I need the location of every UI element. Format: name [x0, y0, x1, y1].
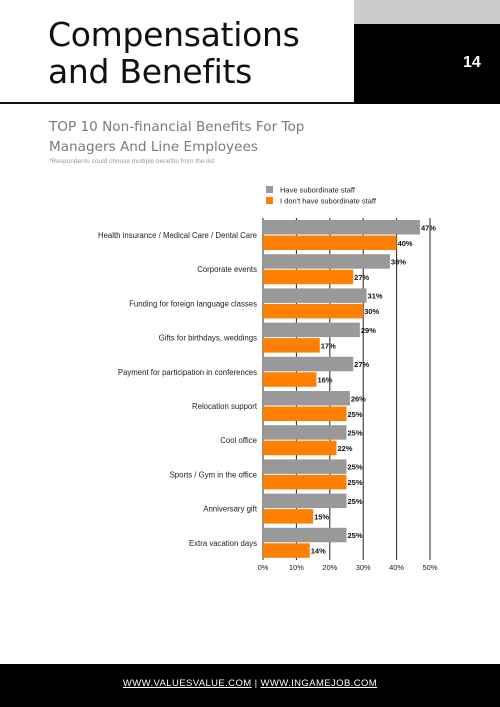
footer-separator: |: [254, 678, 258, 689]
bar: [263, 322, 360, 338]
bar: [263, 406, 347, 421]
category-label: Cool office: [220, 436, 257, 445]
data-label: 31%: [368, 292, 383, 301]
data-label: 25%: [348, 428, 363, 437]
x-tick-label: 10%: [289, 563, 304, 572]
x-tick-label: 30%: [356, 563, 371, 572]
bar: [263, 543, 310, 558]
legend-label: Have subordinate staff: [280, 186, 356, 195]
legend-label: I don't have subordinate staff: [280, 197, 377, 206]
page-number-box: 14: [354, 24, 500, 104]
data-label: 29%: [361, 326, 376, 335]
bar: [263, 425, 347, 440]
bar: [263, 493, 347, 509]
page-title: Compensations and Benefits: [48, 15, 300, 91]
bar: [263, 288, 367, 303]
category-label: Relocation support: [192, 402, 258, 411]
bar: [263, 391, 350, 406]
category-label: Anniversary gift: [203, 505, 258, 514]
x-tick-label: 0%: [258, 563, 269, 572]
legend-swatch: [266, 197, 273, 204]
category-label: Extra vacation days: [189, 539, 257, 548]
bar: [263, 220, 420, 235]
data-label: 25%: [348, 531, 363, 540]
x-tick-label: 50%: [422, 563, 437, 572]
data-label: 27%: [354, 273, 369, 282]
bar: [263, 235, 397, 250]
bar: [263, 254, 390, 269]
bar: [263, 269, 354, 285]
data-label: 22%: [337, 444, 352, 453]
title-block: Compensations and Benefits: [0, 0, 354, 104]
data-label: 30%: [364, 307, 379, 316]
data-label: 15%: [314, 512, 329, 521]
bar: [263, 459, 347, 474]
data-label: 27%: [354, 360, 369, 369]
data-label: 14%: [311, 547, 326, 556]
bar: [263, 372, 317, 387]
category-label: Gifts for birthdays, weddings: [159, 334, 257, 343]
header-gray-bar: [354, 0, 500, 24]
data-label: 26%: [351, 394, 366, 403]
data-label: 16%: [317, 376, 332, 385]
x-tick-label: 20%: [322, 563, 337, 572]
category-label: Corporate events: [197, 265, 257, 274]
data-label: 47%: [421, 223, 436, 232]
category-label: Funding for foreign language classes: [129, 299, 257, 308]
bar: [263, 338, 320, 353]
category-label: Sports / Gym in the office: [170, 470, 257, 479]
bar: [263, 509, 314, 524]
data-label: 38%: [391, 257, 406, 266]
data-label: 40%: [398, 239, 413, 248]
footer: WWW.VALUESVALUE.COM | WWW.INGAMEJOB.COM: [0, 664, 500, 707]
footer-link-valuesvalue[interactable]: WWW.VALUESVALUE.COM: [122, 678, 252, 689]
title-line-2: and Benefits: [48, 52, 253, 91]
footer-link-ingamejob[interactable]: WWW.INGAMEJOB.COM: [260, 678, 378, 689]
subtitle-line-1: TOP 10 Non-financial Benefits For Top: [49, 119, 305, 135]
subtitle-line-2: Managers And Line Employees: [49, 139, 258, 155]
x-tick-label: 40%: [389, 563, 404, 572]
bar: [263, 440, 337, 456]
data-label: 25%: [348, 497, 363, 506]
data-label: 25%: [348, 410, 363, 419]
benefits-bar-chart: Have subordinate staff I don't have subor…: [98, 186, 438, 573]
footer-links: WWW.VALUESVALUE.COM | WWW.INGAMEJOB.COM: [0, 678, 500, 689]
category-label: Payment for participation in conferences: [118, 368, 257, 377]
data-label: 25%: [348, 478, 363, 487]
legend-swatch: [266, 186, 273, 193]
data-label: 25%: [348, 463, 363, 472]
title-line-1: Compensations: [48, 15, 300, 54]
bar: [263, 474, 347, 490]
page-number: 14: [463, 54, 481, 71]
bar: [263, 356, 354, 372]
category-label: Health insurance / Medical Care / Dental…: [98, 231, 257, 240]
bar: [263, 303, 364, 319]
chart-subtitle: TOP 10 Non-financial Benefits For Top Ma…: [49, 117, 369, 157]
respondents-note: *Respondents could choose multiple benef…: [49, 158, 215, 165]
bar: [263, 527, 347, 543]
data-label: 17%: [321, 341, 336, 350]
